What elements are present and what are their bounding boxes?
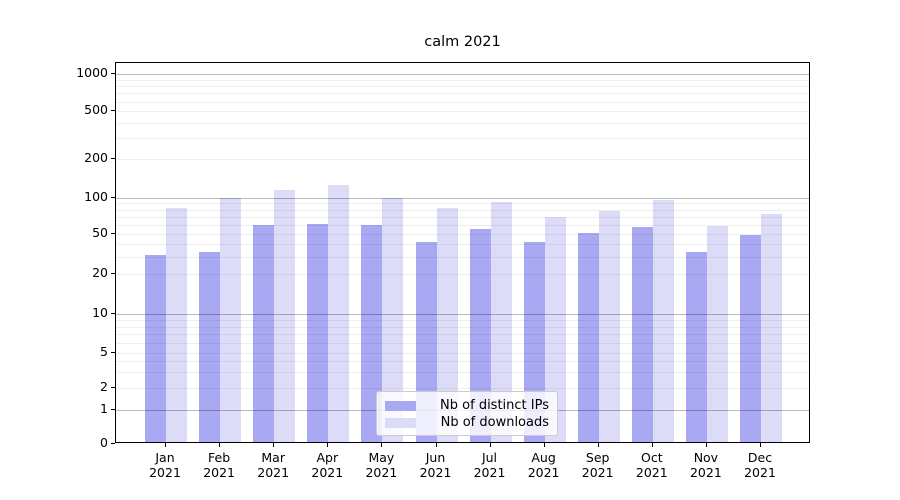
- x-tick-label-jan: Jan 2021: [149, 450, 181, 480]
- x-tick-mark-aug: [543, 443, 545, 447]
- x-tick-label-sep: Sep 2021: [581, 450, 614, 480]
- y-tick-mark-1: [111, 409, 115, 411]
- bar-downloads-aug: [544, 216, 566, 442]
- legend-swatch-downloads: [385, 417, 416, 428]
- x-tick-mark-sep: [597, 443, 599, 447]
- y-tick-label-100: 100: [84, 188, 108, 204]
- y-tick-mark-10: [111, 313, 115, 314]
- x-tick-label-jun: Jun 2021: [419, 450, 452, 480]
- bar-downloads-feb: [220, 198, 242, 442]
- plot-area: [115, 62, 810, 443]
- legend-item-downloads: Nb of downloads: [385, 414, 549, 431]
- legend-label-distinct-ips: Nb of distinct IPs: [440, 398, 549, 413]
- y-tick-mark-2: [111, 386, 115, 388]
- legend-swatch-distinct-ips: [385, 400, 416, 411]
- y-tick-label-1: 1: [100, 401, 108, 417]
- y-tick-label-1000: 1000: [76, 65, 108, 81]
- bars-layer: [116, 63, 809, 442]
- bar-distinct-ips-sep: [577, 233, 599, 442]
- y-tick-label-0: 0: [100, 435, 108, 450]
- x-tick-label-may: May 2021: [365, 450, 398, 480]
- x-tick-mark-jul: [489, 443, 491, 447]
- chart-title: calm 2021: [424, 34, 501, 50]
- bar-downloads-dec: [761, 214, 782, 442]
- x-tick-label-dec: Dec 2021: [744, 450, 776, 480]
- bar-distinct-ips-jan: [145, 255, 166, 442]
- y-tick-mark-50: [111, 233, 115, 235]
- bar-downloads-nov: [706, 225, 728, 442]
- bar-distinct-ips-dec: [740, 235, 761, 442]
- x-tick-mark-dec: [760, 443, 761, 447]
- bar-downloads-apr: [328, 185, 350, 442]
- y-tick-label-10: 10: [92, 305, 108, 320]
- legend-label-downloads: Nb of downloads: [440, 415, 549, 430]
- y-tick-label-200: 200: [84, 150, 108, 166]
- x-tick-mark-oct: [651, 443, 653, 447]
- bar-distinct-ips-mar: [253, 224, 275, 442]
- y-tick-label-5: 5: [100, 343, 108, 359]
- y-tick-mark-5: [111, 351, 115, 353]
- bar-downloads-jan: [166, 207, 187, 442]
- y-tick-label-2: 2: [100, 378, 108, 394]
- x-tick-label-apr: Apr 2021: [311, 450, 344, 480]
- x-tick-mark-nov: [705, 443, 707, 447]
- bar-downloads-mar: [274, 190, 296, 442]
- bar-distinct-ips-oct: [631, 227, 653, 442]
- bar-distinct-ips-jul: [469, 229, 491, 442]
- bar-distinct-ips-nov: [685, 252, 707, 442]
- x-tick-label-jul: Jul 2021: [473, 450, 506, 480]
- y-tick-mark-100: [111, 196, 115, 198]
- y-tick-label-20: 20: [92, 265, 108, 281]
- bar-distinct-ips-feb: [199, 252, 221, 442]
- bar-downloads-jun: [436, 207, 458, 442]
- bar-distinct-ips-apr: [307, 223, 329, 442]
- bar-downloads-sep: [598, 210, 620, 442]
- x-tick-mark-apr: [327, 443, 329, 447]
- y-tick-label-50: 50: [92, 225, 108, 241]
- y-tick-mark-20: [111, 273, 115, 275]
- x-tick-mark-may: [381, 443, 383, 447]
- x-tick-mark-jun: [435, 443, 437, 447]
- x-tick-label-oct: Oct 2021: [635, 450, 668, 480]
- x-tick-mark-feb: [219, 443, 221, 447]
- x-tick-mark-mar: [273, 443, 275, 447]
- y-tick-mark-500: [111, 110, 115, 112]
- bar-distinct-ips-may: [361, 224, 383, 442]
- legend-item-distinct-ips: Nb of distinct IPs: [385, 397, 549, 414]
- x-tick-mark-jan: [165, 443, 166, 447]
- y-tick-mark-200: [111, 158, 115, 160]
- bar-downloads-may: [382, 197, 404, 442]
- legend: Nb of distinct IPs Nb of downloads: [376, 391, 558, 436]
- bar-downloads-jul: [490, 201, 512, 442]
- x-tick-label-mar: Mar 2021: [257, 450, 290, 480]
- y-tick-mark-0: [111, 443, 115, 444]
- bar-downloads-oct: [652, 199, 674, 442]
- x-tick-label-aug: Aug 2021: [527, 450, 560, 480]
- x-tick-label-feb: Feb 2021: [203, 450, 235, 480]
- y-tick-label-500: 500: [84, 102, 108, 118]
- y-tick-mark-1000: [111, 73, 115, 75]
- x-tick-label-nov: Nov 2021: [689, 450, 722, 480]
